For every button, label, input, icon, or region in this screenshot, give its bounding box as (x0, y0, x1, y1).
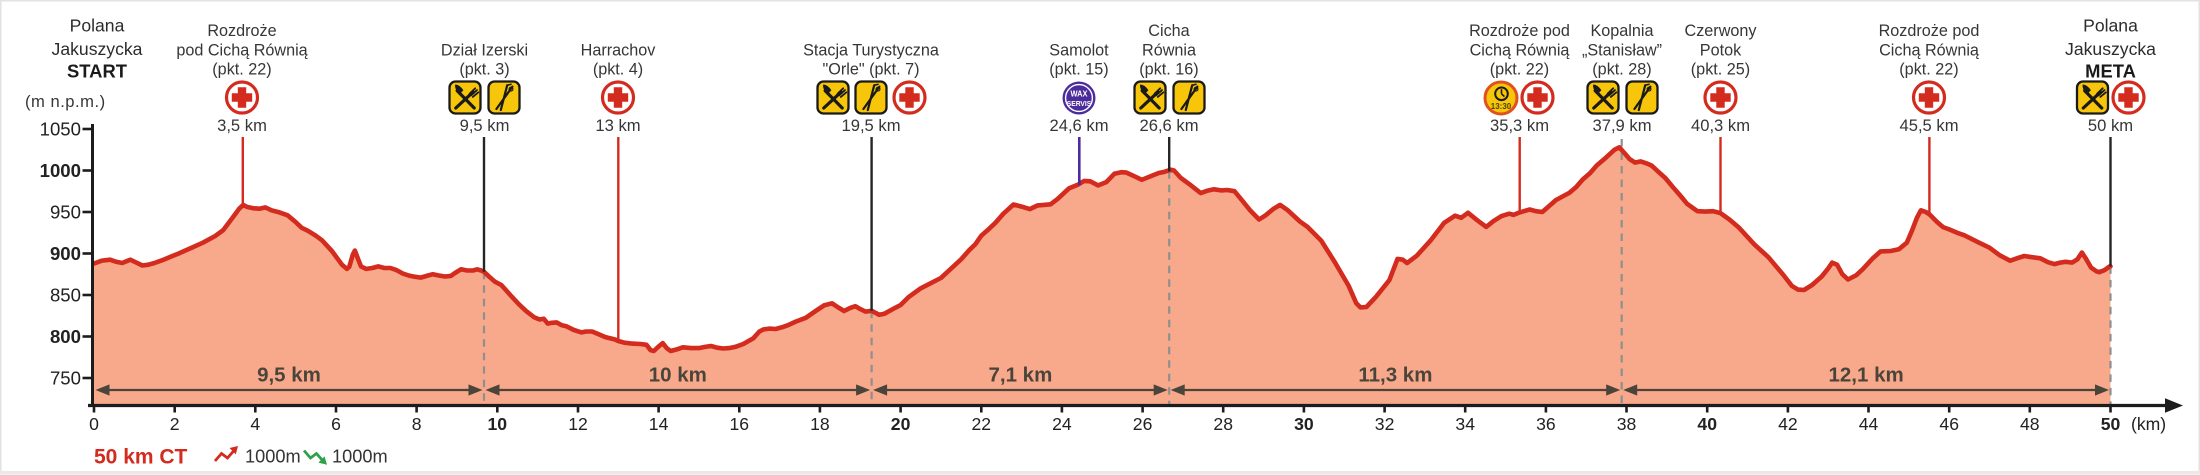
svg-text:13 km: 13 km (595, 116, 640, 135)
svg-text:20: 20 (891, 414, 911, 434)
svg-text:Rozdroże pod: Rozdroże pod (1469, 22, 1570, 40)
svg-text:Dział Izerski: Dział Izerski (441, 42, 528, 60)
svg-text:26,6 km: 26,6 km (1139, 116, 1198, 135)
svg-text:START: START (67, 61, 128, 82)
svg-text:850: 850 (50, 285, 81, 306)
svg-text:50 km: 50 km (2088, 116, 2133, 135)
svg-text:(pkt. 22): (pkt. 22) (1899, 61, 1958, 79)
svg-text:3,5 km: 3,5 km (217, 116, 267, 135)
svg-text:Rozdroże: Rozdroże (207, 22, 276, 40)
svg-text:950: 950 (50, 202, 81, 223)
svg-text:1000: 1000 (40, 160, 81, 181)
svg-text:4: 4 (250, 414, 260, 434)
svg-text:10 km: 10 km (649, 364, 707, 387)
svg-text:22: 22 (972, 414, 992, 434)
svg-text:0: 0 (89, 414, 99, 434)
svg-text:48: 48 (2020, 414, 2040, 434)
svg-text:Rozdroże pod: Rozdroże pod (1879, 22, 1980, 40)
svg-text:38: 38 (1617, 414, 1637, 434)
svg-text:40,3 km: 40,3 km (1691, 116, 1750, 135)
svg-text:6: 6 (331, 414, 341, 434)
svg-text:12,1 km: 12,1 km (1828, 364, 1903, 387)
svg-text:40: 40 (1697, 414, 1717, 434)
svg-text:Kopalnia: Kopalnia (1590, 22, 1653, 40)
svg-text:9,5 km: 9,5 km (460, 116, 510, 135)
svg-text:Polana: Polana (2083, 16, 2138, 36)
svg-text:11,3 km: 11,3 km (1358, 364, 1432, 387)
svg-text:Jakuszycka: Jakuszycka (2065, 39, 2156, 59)
svg-text:(pkt. 15): (pkt. 15) (1049, 61, 1108, 79)
svg-text:Stacja Turystyczna: Stacja Turystyczna (803, 42, 939, 60)
svg-text:Potok: Potok (1700, 42, 1742, 60)
svg-text:50 km CT: 50 km CT (94, 446, 188, 469)
svg-text:32: 32 (1375, 414, 1395, 434)
svg-text:42: 42 (1778, 414, 1798, 434)
svg-text:Czerwony: Czerwony (1685, 22, 1758, 40)
svg-text:1050: 1050 (40, 119, 81, 140)
svg-text:"Orle" (pkt. 7): "Orle" (pkt. 7) (823, 61, 920, 79)
svg-text:44: 44 (1859, 414, 1879, 434)
svg-text:(m n.p.m.): (m n.p.m.) (25, 92, 106, 111)
svg-text:12: 12 (568, 414, 588, 434)
svg-text:14: 14 (649, 414, 669, 434)
svg-text:900: 900 (50, 243, 81, 264)
svg-text:46: 46 (1939, 414, 1959, 434)
svg-text:(pkt. 22): (pkt. 22) (212, 61, 271, 79)
svg-text:Polana: Polana (70, 16, 125, 36)
svg-text:(pkt. 22): (pkt. 22) (1490, 61, 1549, 79)
svg-text:Samolot: Samolot (1049, 42, 1109, 60)
svg-text:34: 34 (1455, 414, 1475, 434)
svg-text:1000m: 1000m (332, 447, 388, 467)
svg-text:1000m: 1000m (245, 447, 301, 467)
svg-text:(pkt. 28): (pkt. 28) (1592, 61, 1651, 79)
svg-text:28: 28 (1213, 414, 1233, 434)
svg-text:Równia: Równia (1142, 42, 1196, 60)
svg-text:„Stanisław”: „Stanisław” (1582, 42, 1662, 60)
svg-text:WAX: WAX (1071, 89, 1088, 98)
svg-text:7,1 km: 7,1 km (988, 364, 1052, 387)
svg-text:18: 18 (810, 414, 830, 434)
svg-text:24: 24 (1052, 414, 1072, 434)
svg-text:19,5 km: 19,5 km (841, 116, 900, 135)
svg-text:Cichą Równią: Cichą Równią (1470, 42, 1570, 60)
svg-text:(pkt. 3): (pkt. 3) (459, 61, 509, 79)
svg-text:45,5 km: 45,5 km (1899, 116, 1958, 135)
svg-text:16: 16 (730, 414, 750, 434)
svg-text:8: 8 (412, 414, 422, 434)
svg-text:37,9 km: 37,9 km (1592, 116, 1651, 135)
svg-text:9,5 km: 9,5 km (257, 364, 321, 387)
svg-text:(pkt. 4): (pkt. 4) (593, 61, 643, 79)
svg-text:pod Cichą Równią: pod Cichą Równią (176, 42, 307, 60)
svg-text:2: 2 (170, 414, 180, 434)
svg-text:(pkt. 16): (pkt. 16) (1139, 61, 1198, 79)
svg-text:(pkt. 25): (pkt. 25) (1691, 61, 1750, 79)
svg-text:(km): (km) (2131, 414, 2166, 434)
svg-text:SERVIS: SERVIS (1067, 99, 1092, 108)
svg-text:35,3 km: 35,3 km (1490, 116, 1549, 135)
svg-text:Cichą Równią: Cichą Równią (1879, 42, 1979, 60)
svg-text:Cicha: Cicha (1148, 22, 1189, 40)
svg-text:800: 800 (50, 326, 81, 347)
svg-text:Jakuszycka: Jakuszycka (52, 39, 143, 59)
svg-text:750: 750 (50, 368, 81, 389)
svg-text:24,6 km: 24,6 km (1049, 116, 1108, 135)
svg-text:10: 10 (488, 414, 508, 434)
svg-text:30: 30 (1294, 414, 1314, 434)
svg-text:26: 26 (1133, 414, 1153, 434)
svg-text:36: 36 (1536, 414, 1556, 434)
svg-text:META: META (2085, 61, 2136, 82)
svg-text:Harrachov: Harrachov (581, 42, 657, 60)
svg-text:13:30: 13:30 (1491, 102, 1512, 111)
svg-text:50: 50 (2101, 414, 2121, 434)
